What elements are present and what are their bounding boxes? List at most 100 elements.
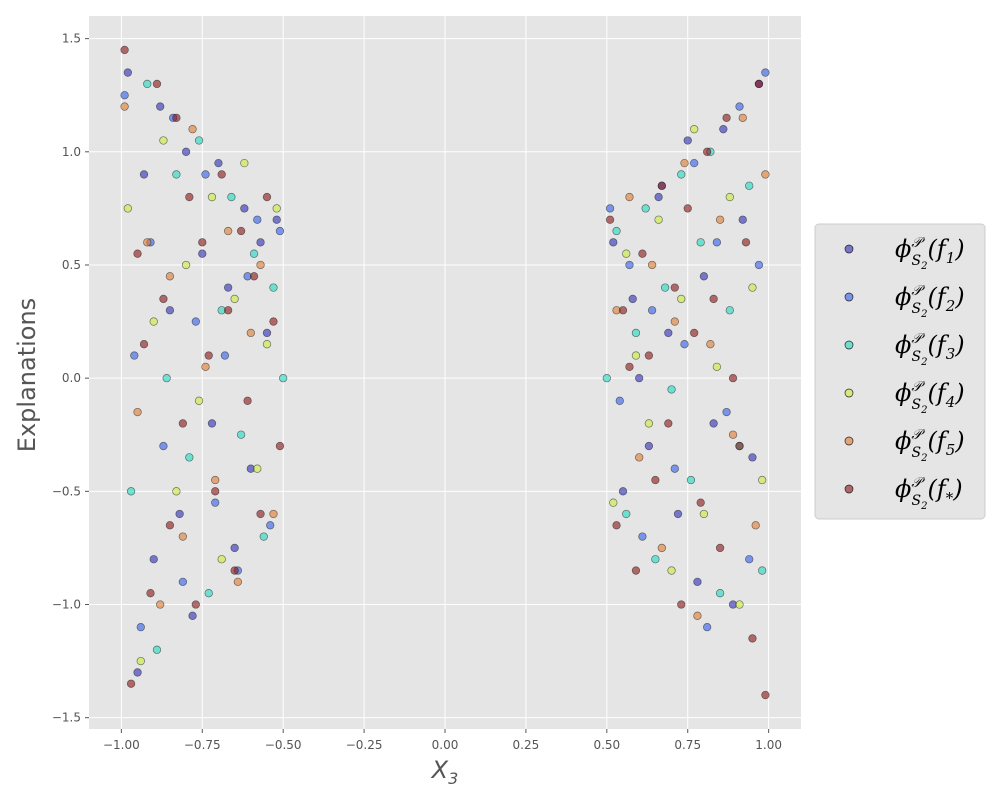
data-point <box>605 204 615 213</box>
data-point <box>133 249 142 258</box>
data-point <box>253 215 262 224</box>
data-point <box>677 294 686 304</box>
data-point <box>677 170 686 179</box>
data-point <box>236 226 246 236</box>
data-point <box>609 238 618 247</box>
x-tick-label: 1.00 <box>755 738 782 752</box>
data-point <box>715 589 725 598</box>
data-point <box>269 317 278 326</box>
data-point <box>670 283 679 292</box>
data-point <box>660 283 670 292</box>
data-point <box>702 147 712 156</box>
series-5-points <box>120 102 770 620</box>
data-point <box>735 600 744 609</box>
data-point <box>696 498 705 507</box>
x-axis-label: X3 <box>430 756 459 788</box>
data-point <box>635 453 644 462</box>
data-point <box>615 396 624 405</box>
y-tick-label: −1.0 <box>52 598 81 612</box>
data-point <box>647 306 657 315</box>
data-point <box>133 668 142 677</box>
y-tick-label: −0.5 <box>52 484 81 498</box>
data-point <box>738 113 747 123</box>
data-point <box>735 441 744 451</box>
data-point <box>227 192 236 202</box>
data-point <box>217 170 226 179</box>
data-point <box>638 532 647 541</box>
data-point <box>194 136 204 145</box>
data-point <box>165 272 175 281</box>
y-tick-label: 0.5 <box>62 258 81 272</box>
legend-marker <box>844 340 854 350</box>
data-point <box>240 158 249 168</box>
data-point <box>123 204 132 213</box>
data-points <box>120 45 770 700</box>
data-point <box>123 68 132 77</box>
data-point <box>269 509 278 519</box>
data-point <box>178 532 188 541</box>
data-point <box>725 306 734 315</box>
data-point <box>651 475 660 485</box>
data-point <box>628 294 637 304</box>
data-point <box>644 351 654 360</box>
data-point <box>224 226 233 236</box>
data-point <box>680 340 689 349</box>
data-point <box>693 611 702 620</box>
data-point <box>754 79 764 89</box>
data-point <box>185 192 194 202</box>
x-tick-label: 0.25 <box>513 738 540 752</box>
data-point <box>631 351 641 360</box>
legend: ϕ𝒫 S2(f1)ϕ𝒫 S2(f2)ϕ𝒫 S2(f3)ϕ𝒫 S2(f4)ϕ𝒫 S2(f5)… <box>814 223 986 520</box>
data-point <box>690 158 699 168</box>
data-point <box>745 181 754 190</box>
data-point <box>761 68 770 77</box>
data-point <box>198 238 207 247</box>
data-point <box>719 125 728 134</box>
data-point <box>706 340 715 349</box>
data-point <box>159 136 168 145</box>
data-point <box>654 192 663 202</box>
series-4-points <box>123 125 767 666</box>
data-point <box>172 170 181 179</box>
data-point <box>715 543 725 553</box>
data-point <box>667 566 676 575</box>
data-point <box>120 91 129 100</box>
x-tick-label: 0.75 <box>674 738 701 752</box>
data-point <box>735 102 744 111</box>
data-point <box>709 294 718 304</box>
series-6-points <box>120 45 770 700</box>
data-point <box>156 102 165 111</box>
data-point <box>279 374 288 383</box>
data-point <box>680 158 689 168</box>
data-point <box>664 419 673 428</box>
data-point <box>712 362 722 371</box>
x-tick-label: −0.25 <box>346 738 383 752</box>
data-point <box>761 170 770 179</box>
data-point <box>172 487 181 496</box>
y-axis-label: Explanations <box>13 298 41 452</box>
data-point <box>152 79 162 89</box>
data-point <box>181 147 191 156</box>
data-point <box>605 215 615 224</box>
data-point <box>754 260 764 270</box>
data-point <box>165 306 175 315</box>
data-point <box>677 600 686 609</box>
data-point <box>612 226 621 236</box>
y-tick-label: −1.5 <box>52 711 81 725</box>
data-point <box>262 340 272 349</box>
x-tick-label: −0.50 <box>265 738 302 752</box>
data-point <box>136 656 145 666</box>
data-point <box>162 374 171 383</box>
data-point <box>638 249 647 258</box>
data-point <box>696 238 705 247</box>
data-point <box>699 272 709 281</box>
data-point <box>622 249 631 258</box>
data-point <box>262 328 272 338</box>
data-point <box>647 260 657 270</box>
data-point <box>249 272 259 281</box>
data-point <box>224 283 233 292</box>
data-point <box>673 509 683 519</box>
data-point <box>262 192 272 202</box>
data-point <box>143 79 152 89</box>
